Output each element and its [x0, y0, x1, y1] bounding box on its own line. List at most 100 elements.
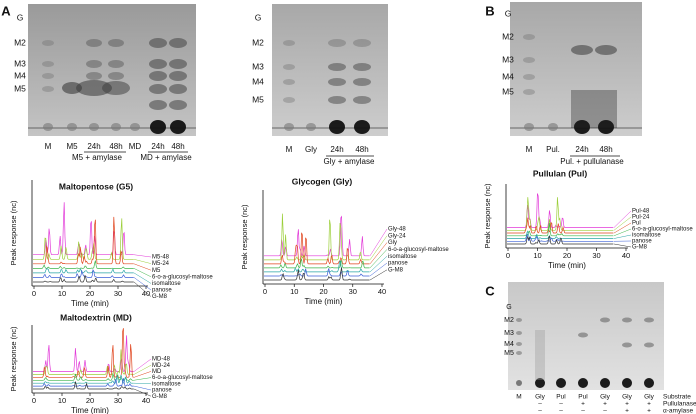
x-tick-label: 40 — [142, 289, 150, 298]
lane-label: Pul. — [546, 145, 560, 154]
marker-band — [516, 331, 522, 335]
trace-leader — [133, 358, 152, 372]
tlc-plate — [272, 4, 388, 136]
trace-label: M5-48 — [152, 255, 170, 261]
trace — [507, 193, 614, 228]
chart-title: Maltopentose (G5) — [59, 181, 133, 191]
product-band — [328, 63, 346, 71]
product-band — [76, 80, 112, 96]
product-band — [149, 84, 167, 94]
trace — [33, 216, 134, 265]
marker-band — [283, 79, 295, 85]
sample-spot — [329, 120, 345, 134]
product-band — [149, 71, 167, 81]
lane-label: M — [45, 142, 52, 151]
panel-label: C — [485, 283, 495, 298]
x-tick-label: 20 — [563, 251, 571, 260]
lane-marker: G — [17, 12, 24, 22]
product-band — [644, 342, 654, 348]
lane-marker: M5 — [502, 86, 514, 96]
trace-label: 6-o-a-glucosyl-maltose — [632, 227, 693, 233]
sample-spot — [574, 120, 590, 134]
product-band — [108, 72, 124, 80]
x-tick-label: 0 — [32, 289, 36, 298]
trace-label: MD — [152, 369, 162, 375]
chart-title: Maltodextrin (MD) — [60, 312, 132, 322]
marker-band — [42, 61, 54, 67]
trace — [507, 230, 614, 239]
x-tick-label: 40 — [378, 287, 386, 296]
trace-leader — [369, 256, 388, 273]
trace — [264, 215, 370, 257]
trace-leader — [133, 281, 152, 297]
product-band — [86, 60, 102, 68]
y-axis-label: Peak response (nc) — [9, 326, 18, 392]
tlc-plate — [508, 282, 664, 390]
panel-label: B — [485, 3, 494, 18]
product-band — [149, 59, 167, 69]
marker-band — [523, 74, 535, 80]
marker-band — [523, 57, 535, 63]
lane-label: 24h — [151, 142, 164, 151]
marker-band — [516, 351, 522, 355]
product-band — [169, 38, 187, 48]
trace-leader — [369, 235, 388, 261]
product-band — [353, 96, 371, 104]
trace-label: isomaltose — [152, 281, 181, 287]
trace-leader — [133, 377, 152, 381]
trace — [33, 202, 134, 256]
trace-leader — [369, 262, 388, 277]
lane-label: Gly — [600, 394, 611, 401]
trace-leader — [369, 228, 388, 256]
lane-marker: M3 — [504, 330, 514, 337]
row-label: α-amylase — [663, 408, 694, 414]
trace-label: MD-24 — [152, 363, 171, 369]
trace-leader — [369, 269, 388, 281]
lane-marker: M4 — [14, 70, 26, 80]
lane-marker: M2 — [504, 317, 514, 324]
product-band — [108, 39, 124, 47]
lane-label: M — [526, 145, 533, 154]
trace-leader — [613, 234, 632, 239]
trace — [33, 378, 134, 387]
x-tick-label: 20 — [86, 396, 94, 405]
product-band — [149, 100, 167, 110]
row-label: Substrate — [663, 394, 691, 401]
lane-marker: M5 — [504, 350, 514, 357]
x-tick-label: 30 — [114, 289, 122, 298]
sign: + — [603, 401, 607, 408]
lane-marker: M3 — [502, 54, 514, 64]
product-band — [644, 317, 654, 323]
trace — [507, 217, 614, 234]
lane-marker: M2 — [252, 37, 264, 47]
sample-spot — [598, 120, 614, 134]
sign: – — [559, 408, 563, 414]
x-tick-label: 0 — [506, 251, 510, 260]
trace-leader — [133, 263, 152, 271]
lane-marker: G — [255, 12, 262, 22]
lane-label: 48h — [171, 142, 184, 151]
trace-leader — [369, 242, 388, 265]
sample-spot — [556, 378, 566, 388]
trace — [507, 223, 614, 237]
trace-label: panose — [632, 239, 652, 245]
x-tick-label: 10 — [533, 251, 541, 260]
product-band — [108, 60, 124, 68]
lane-label: M5 — [66, 142, 78, 151]
x-tick-label: 10 — [58, 396, 66, 405]
marker-band — [523, 34, 535, 40]
lane-label: Pul — [556, 394, 566, 401]
trace-leader — [613, 210, 632, 228]
sample-spot — [622, 378, 632, 388]
lane-label: M — [286, 145, 293, 154]
trace-label: 6-o-a-glucosyl-maltose — [388, 247, 449, 253]
product-band — [169, 59, 187, 69]
sign: + — [625, 408, 629, 414]
trace-label: isomaltose — [152, 381, 181, 387]
trace-label: Gly — [388, 240, 397, 246]
group-label: M5 + amylase — [72, 153, 123, 162]
lane-marker: G — [505, 8, 512, 18]
trace — [264, 268, 370, 277]
lane-label: Pul — [578, 394, 588, 401]
trace-label: isomaltose — [388, 254, 417, 260]
